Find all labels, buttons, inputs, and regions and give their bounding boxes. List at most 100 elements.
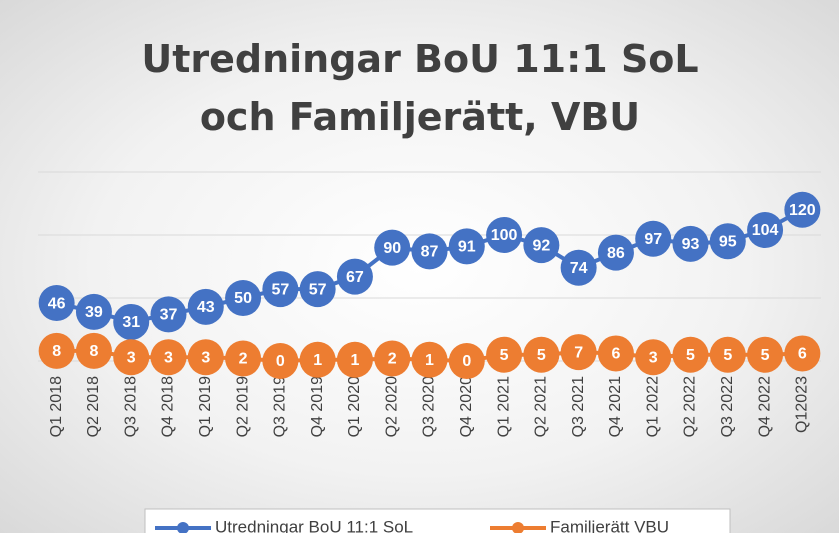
- data-label: 5: [500, 347, 509, 364]
- x-tick-label: Q1 2022: [644, 376, 661, 437]
- marker: [448, 343, 485, 379]
- x-tick-label: Q4 2022: [756, 376, 773, 437]
- marker: [747, 211, 784, 248]
- data-label: 5: [686, 347, 695, 364]
- x-tick-label: Q2 2022: [682, 376, 699, 437]
- x-tick-label: Q1 2020: [346, 376, 363, 437]
- data-label: 95: [719, 234, 737, 251]
- marker: [336, 258, 373, 295]
- data-label: 6: [798, 346, 807, 363]
- marker: [38, 332, 75, 369]
- marker: [672, 225, 709, 262]
- marker: [38, 285, 75, 322]
- marker: [262, 343, 299, 379]
- data-label: 0: [276, 353, 285, 370]
- marker: [448, 228, 485, 265]
- data-label: 1: [425, 352, 434, 369]
- legend-marker: [177, 522, 189, 533]
- marker: [299, 341, 336, 378]
- marker: [411, 341, 448, 378]
- marker: [113, 303, 150, 340]
- marker: [560, 334, 597, 371]
- data-label: 57: [271, 281, 289, 298]
- x-tick-label: Q3 2018: [122, 376, 139, 437]
- data-label: 2: [388, 351, 397, 368]
- data-label: 1: [313, 352, 322, 369]
- data-label: 86: [607, 245, 625, 262]
- marker: [75, 332, 112, 369]
- data-label: 37: [160, 307, 178, 324]
- marker: [784, 191, 821, 228]
- marker: [374, 229, 411, 266]
- x-tick-label: Q2 2020: [383, 376, 400, 437]
- data-label: 74: [570, 260, 588, 277]
- data-label: 7: [574, 344, 583, 361]
- marker: [113, 339, 150, 376]
- data-label: 46: [48, 295, 66, 312]
- marker: [411, 233, 448, 270]
- chart-title: Utredningar BoU 11:1 SoL och Familjerätt…: [141, 37, 699, 139]
- data-label: 93: [682, 236, 700, 253]
- x-tick-label: Q4 2020: [458, 376, 475, 437]
- marker: [187, 288, 224, 325]
- marker: [747, 336, 784, 373]
- data-label: 91: [458, 239, 476, 256]
- x-tick-label: Q3 2022: [719, 376, 736, 437]
- x-tick-label: Q2 2018: [85, 376, 102, 437]
- data-label: 0: [462, 353, 471, 370]
- marker: [336, 341, 373, 378]
- x-tick-label: Q1 2021: [495, 376, 512, 437]
- marker: [635, 339, 672, 376]
- marker: [486, 336, 523, 373]
- x-tick-label: Q12023: [794, 376, 811, 433]
- marker: [784, 335, 821, 372]
- marker: [374, 340, 411, 377]
- marker: [709, 223, 746, 260]
- marker: [597, 234, 634, 271]
- data-label: 31: [122, 314, 140, 331]
- data-label: 3: [127, 349, 136, 366]
- x-tick-label: Q4 2019: [309, 376, 326, 437]
- data-label: 97: [644, 231, 662, 248]
- x-tick-label: Q2 2019: [234, 376, 251, 437]
- data-label: 6: [611, 346, 620, 363]
- data-label: 3: [649, 349, 658, 366]
- legend-marker: [512, 522, 524, 533]
- legend-label: Utredningar BoU 11:1 SoL: [215, 517, 413, 533]
- data-label: 50: [234, 290, 252, 307]
- data-label: 3: [201, 349, 210, 366]
- marker: [709, 336, 746, 373]
- data-label: 8: [52, 343, 61, 360]
- marker: [225, 280, 262, 316]
- data-label: 1: [350, 352, 359, 369]
- x-tick-label: Q3 2021: [570, 376, 587, 437]
- data-label: 100: [491, 227, 518, 244]
- data-label: 92: [532, 237, 550, 254]
- data-label: 39: [85, 304, 103, 321]
- x-tick-label: Q1 2019: [197, 376, 214, 437]
- x-tick-label: Q4 2018: [160, 376, 177, 437]
- data-label: 8: [89, 343, 98, 360]
- x-tick-label: Q3 2019: [272, 376, 289, 437]
- marker: [299, 271, 336, 308]
- data-label: 120: [789, 202, 816, 219]
- data-label: 3: [164, 349, 173, 366]
- marker: [75, 293, 112, 330]
- legend-box: [144, 508, 731, 533]
- marker: [486, 217, 523, 253]
- marker: [225, 340, 262, 377]
- marker: [150, 296, 187, 333]
- x-tick-label: Q2 2021: [533, 376, 550, 437]
- marker: [672, 336, 709, 373]
- marker: [150, 339, 187, 376]
- data-label: 5: [537, 347, 546, 364]
- x-tick-label: Q1 2018: [48, 376, 65, 437]
- data-label: 90: [383, 240, 401, 257]
- data-label: 87: [421, 244, 439, 261]
- marker: [187, 339, 224, 376]
- data-label: 57: [309, 281, 327, 298]
- data-label: 104: [752, 222, 779, 239]
- data-label: 5: [723, 347, 732, 364]
- marker: [635, 220, 672, 257]
- marker: [523, 227, 560, 264]
